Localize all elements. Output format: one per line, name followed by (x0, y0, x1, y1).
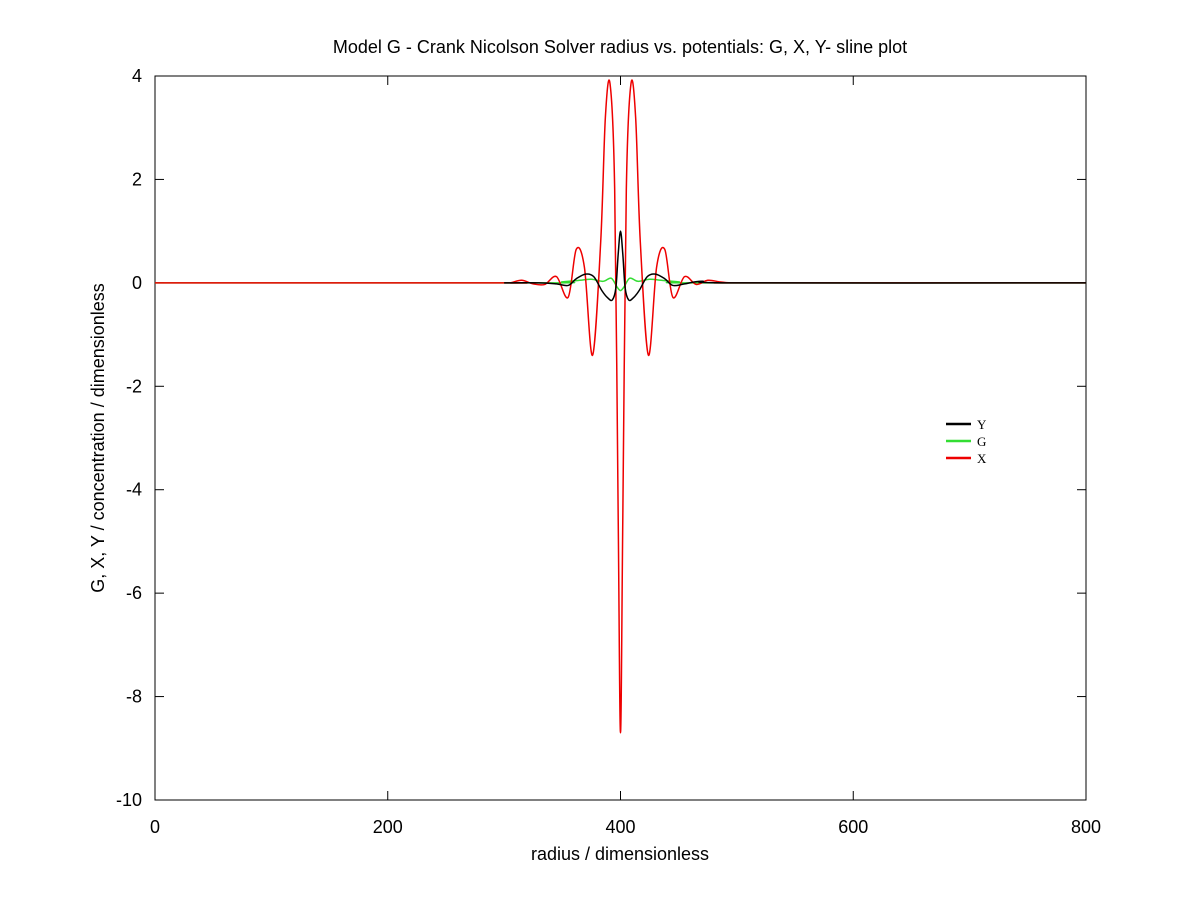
series-layer (154, 79, 1087, 734)
legend: YGX (946, 417, 987, 466)
y-tick-label: 2 (132, 169, 142, 189)
y-tick-label: -2 (126, 376, 142, 396)
y-tick-label: 4 (132, 66, 142, 86)
x-tick-label: 400 (605, 817, 635, 837)
y-tick-label: 0 (132, 273, 142, 293)
x-axis-ticks: 0 200 400 600 800 (150, 76, 1101, 837)
legend-label-x: X (977, 451, 987, 466)
x-tick-label: 0 (150, 817, 160, 837)
y-tick-label: -10 (116, 790, 142, 810)
x-tick-label: 800 (1071, 817, 1101, 837)
y-tick-label: -4 (126, 480, 142, 500)
chart-title: Model G - Crank Nicolson Solver radius v… (333, 37, 907, 57)
legend-label-g: G (977, 434, 986, 449)
x-axis-label: radius / dimensionless (531, 844, 709, 864)
plot-frame (154, 75, 1087, 801)
y-axis-ticks: 4 2 0 -2 -4 -6 -8 -10 (116, 66, 1086, 810)
y-tick-label: -8 (126, 687, 142, 707)
legend-label-y: Y (977, 417, 987, 432)
series-line-x (155, 79, 1086, 734)
x-tick-label: 600 (838, 817, 868, 837)
x-tick-label: 200 (373, 817, 403, 837)
series-line-g (154, 277, 1087, 292)
y-tick-label: -6 (126, 583, 142, 603)
y-axis-label: G, X, Y / concentration / dimensionless (88, 283, 108, 593)
series-line-y (504, 230, 1087, 302)
